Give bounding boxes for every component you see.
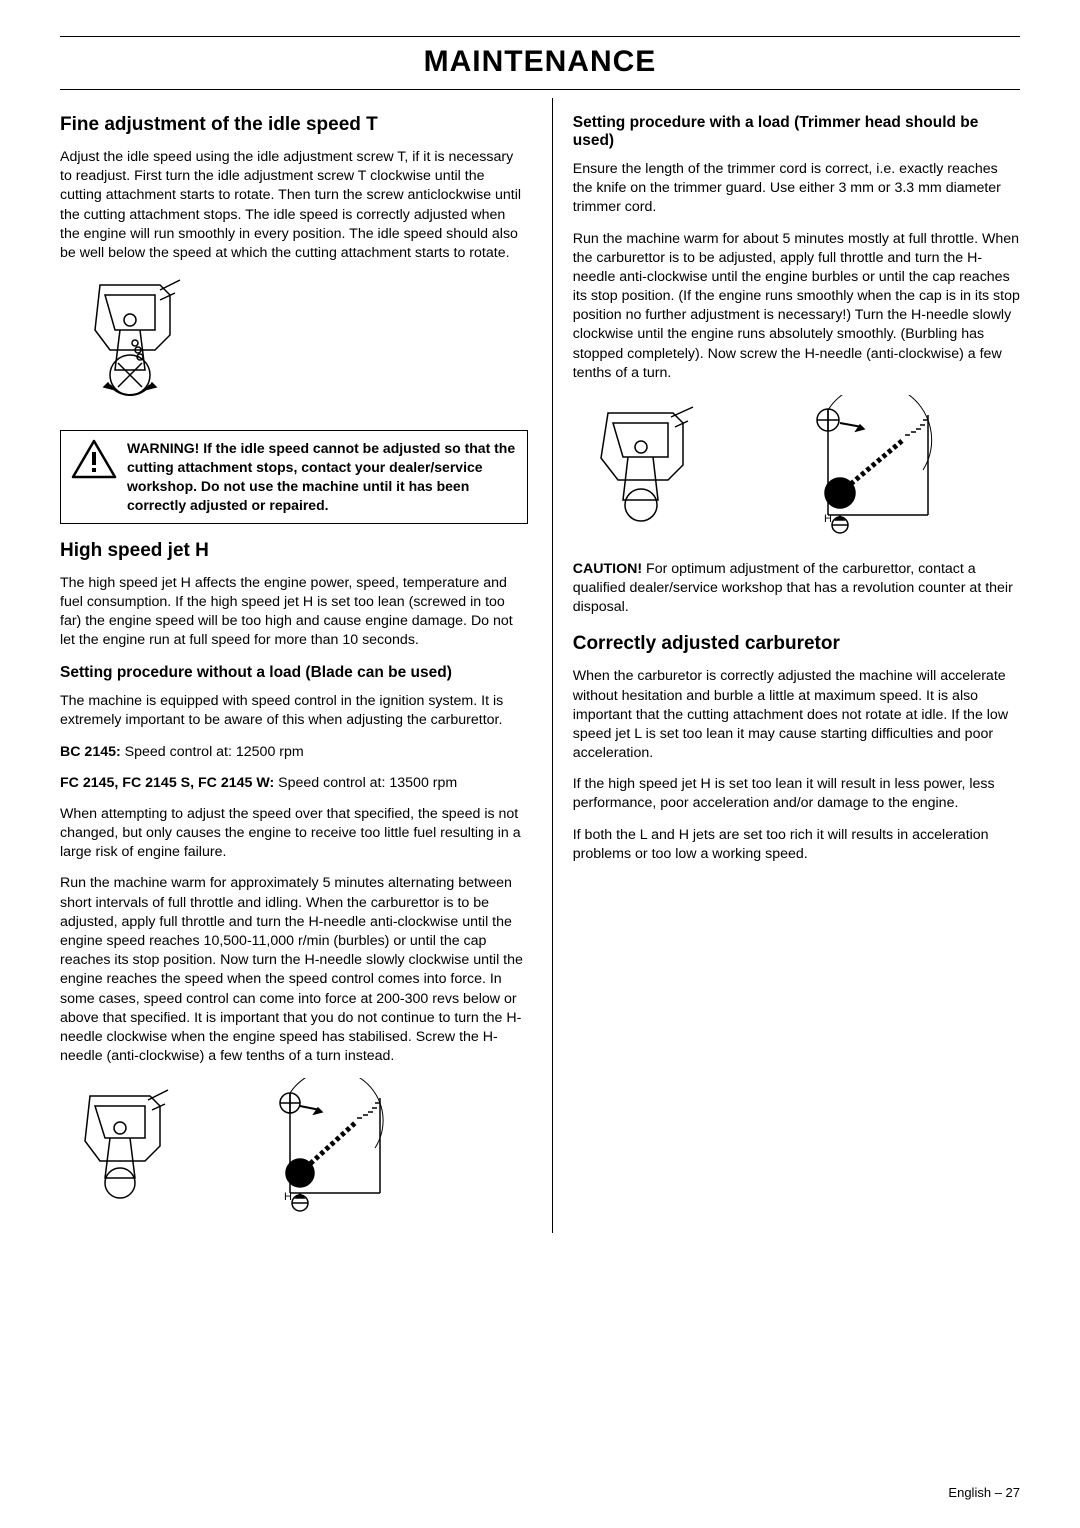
heading-no-load: Setting procedure without a load (Blade … (60, 664, 528, 682)
paragraph-bc: BC 2145: Speed control at: 12500 rpm (60, 743, 528, 762)
paragraph-correct-2: If the high speed jet H is set too lean … (573, 775, 1020, 813)
heading-with-load: Setting procedure with a load (Trimmer h… (573, 114, 1020, 150)
illustration-carburettor-t (60, 275, 528, 420)
illustration-carburettor-gauge-left: H (60, 1078, 528, 1223)
illustration-carburettor-gauge-right: H (573, 395, 1020, 550)
heading-high-speed-jet: High speed jet H (60, 540, 528, 562)
title-underline (60, 89, 1020, 90)
caution-label: CAUTION! (573, 561, 646, 577)
footer-dash: – (995, 1485, 1006, 1500)
footer-language: English (948, 1485, 991, 1500)
paragraph-correct-1: When the carburetor is correctly adjuste… (573, 667, 1020, 763)
paragraph-fc: FC 2145, FC 2145 S, FC 2145 W: Speed con… (60, 774, 528, 793)
right-column: Setting procedure with a load (Trimmer h… (552, 98, 1020, 1233)
heading-fine-adjustment: Fine adjustment of the idle speed T (60, 114, 528, 136)
paragraph-load-1: Ensure the length of the trimmer cord is… (573, 160, 1020, 218)
heading-correct-carburetor: Correctly adjusted carburetor (573, 633, 1020, 655)
paragraph-no-load-1: The machine is equipped with speed contr… (60, 692, 528, 730)
paragraph-correct-3: If both the L and H jets are set too ric… (573, 826, 1020, 864)
paragraph-caution: CAUTION! For optimum adjustment of the c… (573, 560, 1020, 618)
fc-label: FC 2145, FC 2145 S, FC 2145 W: (60, 775, 278, 791)
page-title: MAINTENANCE (60, 45, 1020, 79)
page-footer: English – 27 (948, 1485, 1020, 1500)
bc-text: Speed control at: 12500 rpm (125, 744, 304, 760)
paragraph-high-speed: The high speed jet H affects the engine … (60, 574, 528, 651)
paragraph-fine-adjustment: Adjust the idle speed using the idle adj… (60, 148, 528, 263)
left-column: Fine adjustment of the idle speed T Adju… (60, 98, 528, 1233)
paragraph-no-load-2: When attempting to adjust the speed over… (60, 805, 528, 863)
warning-triangle-icon (71, 439, 117, 484)
footer-page-number: 27 (1006, 1485, 1020, 1500)
svg-text:H: H (824, 513, 832, 525)
two-column-layout: Fine adjustment of the idle speed T Adju… (60, 98, 1020, 1233)
warning-text: WARNING! If the idle speed cannot be adj… (127, 439, 517, 515)
paragraph-load-2: Run the machine warm for about 5 minutes… (573, 230, 1020, 383)
fc-text: Speed control at: 13500 rpm (278, 775, 457, 791)
warning-box: WARNING! If the idle speed cannot be adj… (60, 430, 528, 524)
paragraph-no-load-3: Run the machine warm for approximately 5… (60, 874, 528, 1066)
svg-text:H: H (284, 1191, 292, 1203)
top-rule (60, 36, 1020, 37)
bc-label: BC 2145: (60, 744, 125, 760)
